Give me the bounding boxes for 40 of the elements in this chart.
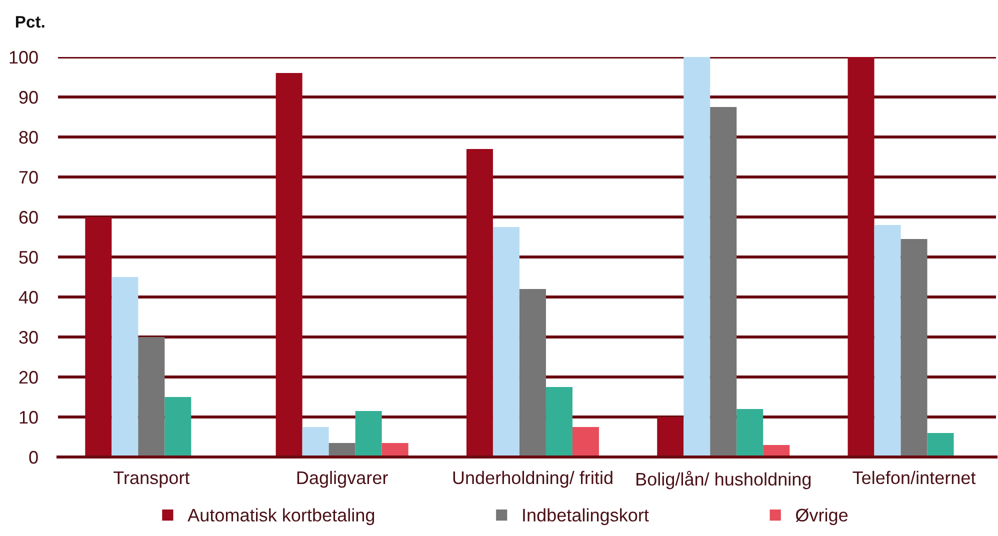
y-tick-label: 70: [19, 170, 38, 184]
y-tick-label: 10: [20, 410, 38, 424]
bar: [276, 73, 302, 457]
bar: [164, 397, 192, 457]
bar: [684, 57, 710, 457]
y-axis-title: Pct.: [16, 16, 44, 28]
y-tick-label: 80: [19, 130, 38, 144]
y-tick-label: 20: [19, 370, 38, 384]
legend-label: Automatisk kortbetaling: [188, 508, 374, 526]
x-tick-label: Underholdning/ fritid: [453, 470, 612, 488]
x-tick-label: Telefon/internet: [852, 470, 976, 484]
y-tick-label: 0: [29, 450, 38, 464]
bar: [900, 239, 928, 457]
legend-label: Øvrige: [796, 508, 848, 526]
y-tick-label: 50: [19, 250, 38, 264]
x-tick-label: Transport: [114, 472, 190, 488]
bar: [138, 337, 165, 457]
bar: [546, 387, 572, 457]
bar: [657, 417, 684, 457]
x-tick-label: Bolig/lån/ husholdning: [636, 470, 811, 490]
y-tick-label: 60: [19, 210, 38, 224]
bar: [466, 149, 493, 457]
bar: [927, 433, 954, 457]
y-tick-label: 40: [18, 290, 38, 304]
bar: [85, 217, 112, 457]
bar: [492, 227, 520, 457]
bar: [736, 409, 764, 457]
bar: [519, 289, 546, 457]
bar: [874, 225, 901, 457]
legend-label: Indbetalingskort: [523, 508, 649, 526]
bar: [710, 107, 737, 457]
y-tick-label: 90: [19, 90, 38, 104]
bar: [572, 427, 599, 457]
bar: [848, 57, 874, 457]
bar: [355, 411, 382, 457]
x-tick-label: Dagligvarer: [297, 470, 388, 488]
y-tick-label: 100: [10, 50, 38, 64]
bar: [302, 427, 329, 457]
bar: [112, 277, 138, 457]
y-tick-label: 30: [19, 330, 38, 344]
